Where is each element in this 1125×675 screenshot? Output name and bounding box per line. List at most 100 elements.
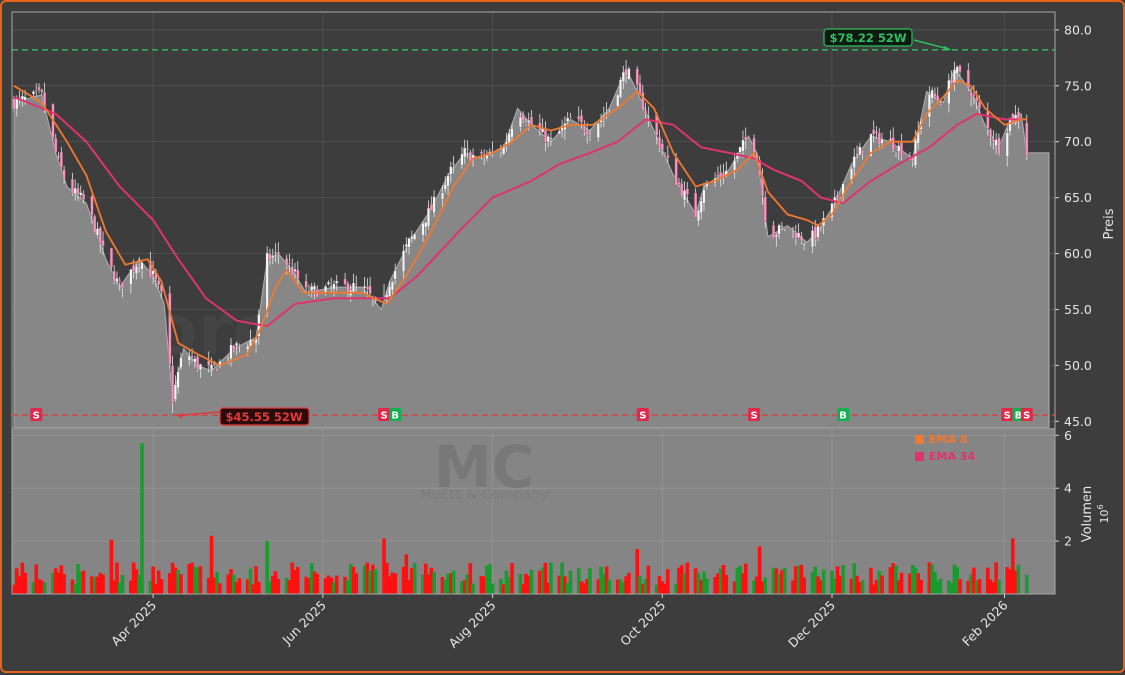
candle-body <box>76 187 80 195</box>
volume-bar <box>410 567 414 594</box>
volume-bar <box>332 582 336 594</box>
candle-body <box>930 89 934 99</box>
volume-bar <box>540 567 545 594</box>
candle-body <box>524 122 528 125</box>
volume-bar <box>693 568 698 594</box>
volume-bar <box>421 574 425 594</box>
volume-bar <box>760 581 765 594</box>
candle-body <box>696 210 700 222</box>
volume-bar <box>588 568 592 594</box>
volume-bar <box>390 572 395 594</box>
candle-body <box>663 153 667 155</box>
x-tick-label: Apr 2025 <box>108 598 159 649</box>
volume-bar <box>254 566 258 594</box>
volume-bar <box>423 563 428 594</box>
volume-bar <box>930 564 934 594</box>
volume-bar <box>265 541 269 594</box>
candle-body <box>393 270 397 280</box>
volume-bar <box>869 567 873 594</box>
volume-bar <box>231 574 236 594</box>
volume-bar <box>774 568 779 594</box>
volume-bar <box>977 579 982 594</box>
volume-bar <box>938 578 943 594</box>
volume-bar <box>451 570 456 594</box>
candle-body <box>73 188 77 195</box>
volume-bar <box>42 582 47 594</box>
candle-body <box>429 204 433 211</box>
candle-body <box>646 115 650 118</box>
y-axis-label: Preis <box>1102 208 1117 239</box>
candle-body <box>939 103 942 107</box>
volume-bar <box>832 578 837 594</box>
volume-bar <box>287 580 292 594</box>
legend-ema8: EMA 8 <box>929 433 967 446</box>
candle-body <box>479 151 483 154</box>
candle-body <box>449 166 453 175</box>
candle-body <box>193 358 197 363</box>
volume-tick-label: 6 <box>1064 428 1072 443</box>
volume-bar <box>81 570 86 594</box>
candle-body <box>354 283 358 285</box>
volume-bar <box>76 564 80 594</box>
candle-body <box>744 136 748 141</box>
volume-bar <box>371 564 375 594</box>
volume-bar <box>151 566 155 594</box>
volume-bar <box>782 568 787 594</box>
volume-bar <box>98 572 103 594</box>
volume-bar <box>440 577 445 594</box>
volume-bar <box>741 573 745 594</box>
volume-bar <box>179 574 183 594</box>
candle-body <box>332 283 336 290</box>
volume-bar <box>716 573 720 594</box>
candle-body <box>658 136 661 149</box>
volume-bar <box>293 569 297 594</box>
candle-body <box>972 93 976 97</box>
candle-body <box>293 269 297 272</box>
volume-bar <box>499 578 503 594</box>
volume-bar <box>468 563 473 594</box>
candle-body <box>98 227 102 244</box>
candle-body <box>132 264 136 272</box>
candle-body <box>543 129 547 143</box>
volume-bar <box>471 583 475 594</box>
volume-bar <box>173 567 178 594</box>
candle-body <box>783 228 787 230</box>
candle-body <box>772 225 776 239</box>
volume-bar <box>752 580 756 594</box>
volume-bar <box>251 584 256 594</box>
signal-label: S <box>1023 411 1030 422</box>
high-low-lines <box>12 39 1055 419</box>
candle-body <box>148 260 152 278</box>
volume-bar <box>393 573 397 594</box>
volume-tick-label: 2 <box>1064 534 1072 549</box>
x-tick-label: Jun 2025 <box>279 598 329 648</box>
volume-bar <box>596 579 601 594</box>
candle-body <box>546 136 550 142</box>
candle-body <box>15 98 19 110</box>
volume-bar <box>660 581 665 594</box>
candle-body <box>229 344 233 360</box>
volume-bar <box>1013 570 1018 594</box>
candle-body <box>955 66 959 74</box>
volume-bar <box>120 574 125 594</box>
candle-body <box>215 368 219 372</box>
volume-bar <box>73 584 78 594</box>
volume-bar <box>20 562 25 594</box>
volume-bar <box>510 563 514 594</box>
candle-body <box>852 156 856 168</box>
candle-body <box>93 215 97 234</box>
volume-bar <box>813 566 818 594</box>
candle-body <box>1016 111 1020 119</box>
candle-body <box>198 364 202 371</box>
volume-bar <box>507 577 512 594</box>
candle-body <box>950 79 954 84</box>
volume-bar <box>1016 564 1021 594</box>
volume-bar <box>771 567 776 594</box>
volume-bar <box>871 584 876 594</box>
candle-body <box>607 109 611 111</box>
signal-marker-s <box>30 408 43 421</box>
x-tick-label: Oct 2025 <box>617 598 668 649</box>
volume-bar <box>526 575 531 594</box>
volume-bar <box>212 577 217 594</box>
